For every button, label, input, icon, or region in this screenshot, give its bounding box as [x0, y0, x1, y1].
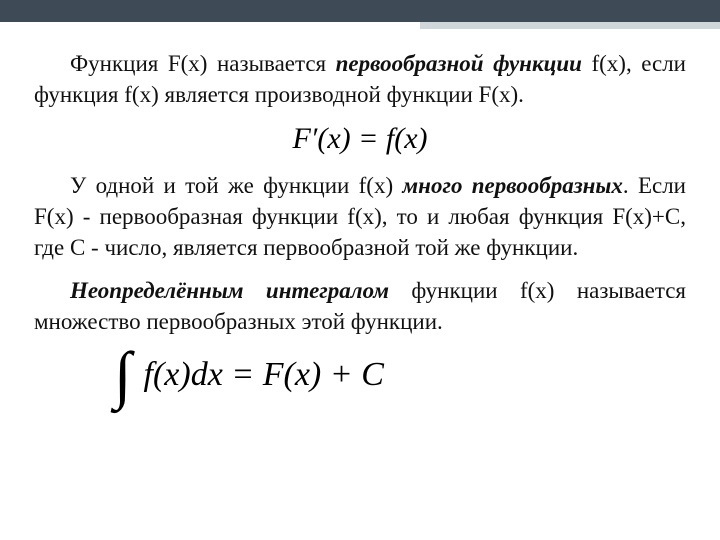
- formula-1: F′(x) = f(x): [34, 122, 686, 156]
- formula-2-wrap: ∫ f(x)dx = F(x) + C: [114, 349, 384, 400]
- p1-emphasis-1: первообразной функции: [336, 51, 582, 76]
- p2-text-1: У одной и той же функции f(x): [70, 173, 402, 198]
- top-bar: [0, 0, 720, 22]
- formula-1-text: F′(x) = f(x): [292, 122, 427, 155]
- p1-text-1: Функция F(x) называется: [70, 51, 336, 76]
- paragraph-3: Неопределённым интегралом функции f(x) н…: [34, 275, 686, 337]
- formula-2-text: f(x)dx = F(x) + C: [144, 356, 384, 394]
- paragraph-1: Функция F(x) называется первообразной фу…: [34, 48, 686, 110]
- formula-2: ∫ f(x)dx = F(x) + C: [34, 349, 686, 401]
- p3-emphasis-1: Неопределённым интегралом: [70, 278, 389, 303]
- paragraph-2: У одной и той же функции f(x) много перв…: [34, 170, 686, 263]
- p2-emphasis-1: много первообразных: [402, 173, 622, 198]
- slide-content: Функция F(x) называется первообразной фу…: [34, 48, 686, 415]
- integral-sign-icon: ∫: [114, 349, 134, 400]
- slide: Функция F(x) называется первообразной фу…: [0, 0, 720, 540]
- top-accent-bar: [420, 22, 720, 29]
